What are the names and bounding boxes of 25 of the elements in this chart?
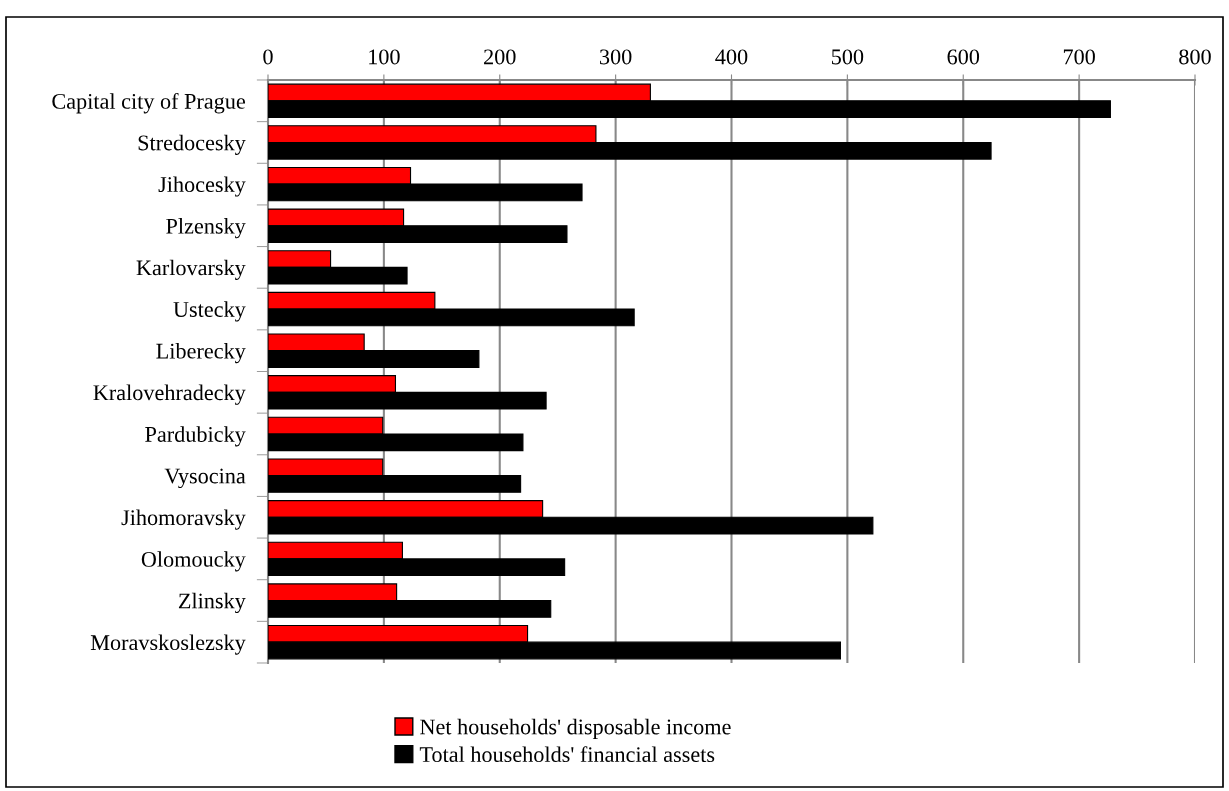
x-tick-label: 300: [600, 49, 632, 65]
y-tick-label: Jihomoravsky: [121, 509, 246, 530]
legend-label: Total households' financial assets: [419, 746, 715, 763]
y-tick-label: Zlinsky: [178, 592, 246, 614]
x-tick-label: 0: [263, 49, 273, 65]
y-tick-label: Capital city of Prague: [52, 93, 246, 114]
y-tick-label: Pardubicky: [145, 426, 246, 447]
x-tick-label: 800: [1179, 49, 1211, 65]
y-tick-label: Ustecky: [173, 301, 246, 322]
y-tick-label: Olomoucky: [141, 551, 246, 572]
x-tick-label: 700: [1063, 49, 1095, 65]
y-tick-label: Karlovarsky: [136, 259, 246, 280]
x-tick-label: 200: [484, 49, 516, 65]
x-tick-label: 400: [715, 49, 748, 65]
x-tick-label: 600: [947, 49, 980, 65]
y-tick-label: Liberecky: [156, 342, 246, 364]
y-tick-label: Stredocesky: [138, 134, 246, 155]
x-tick-label: 100: [369, 49, 400, 65]
x-tick-label: 500: [832, 49, 864, 65]
y-tick-label: Kralovehradecky: [93, 384, 246, 405]
legend-label: Net households' disposable income: [420, 718, 731, 739]
y-tick-label: Plzensky: [166, 218, 246, 239]
y-tick-label: Vysocina: [164, 468, 246, 489]
y-tick-label: Jihocesky: [158, 176, 246, 197]
y-tick-label: Moravskoslezsky: [90, 634, 246, 655]
